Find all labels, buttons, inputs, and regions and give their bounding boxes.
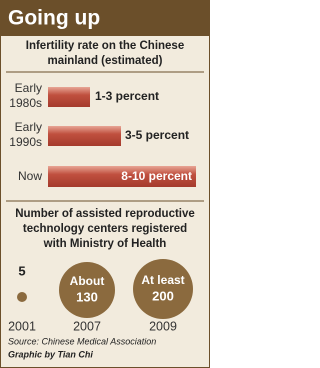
year: 2001	[8, 319, 36, 333]
source: Source: Chinese Medical Association	[8, 336, 156, 346]
circle-label: 130	[76, 289, 98, 304]
section-title: mainland (estimated)	[47, 55, 162, 67]
period: Early	[15, 81, 42, 95]
bar-label: 8-10 percent	[121, 169, 192, 183]
section-title: with Ministry of Health	[43, 238, 167, 250]
period: Now	[18, 169, 42, 183]
section-title: technology centers registered	[23, 223, 187, 235]
circle	[17, 292, 27, 302]
circle-label: About	[70, 274, 105, 288]
header-band	[1, 1, 209, 36]
bar	[48, 87, 90, 107]
bar	[48, 166, 196, 187]
period: 1990s	[9, 135, 42, 149]
circle-label: 200	[152, 288, 174, 303]
bar	[48, 126, 121, 146]
period: Early	[15, 120, 42, 134]
section-title: Infertility rate on the Chinese	[26, 40, 184, 52]
circle	[133, 259, 193, 319]
circle	[59, 262, 115, 318]
bar-label: 3-5 percent	[125, 128, 189, 142]
circle-label: 5	[18, 263, 25, 278]
circle-label: At least	[141, 273, 184, 287]
section-title: Number of assisted reproductive	[15, 208, 195, 220]
credit: Graphic by Tian Chi	[8, 349, 93, 359]
infographic: Going up Infertility rate on the Chinese…	[0, 0, 210, 368]
bar-label: 1-3 percent	[95, 89, 159, 103]
year: 2009	[149, 319, 177, 333]
period: 1980s	[9, 96, 42, 110]
header-title: Going up	[8, 7, 100, 30]
year: 2007	[73, 319, 101, 333]
